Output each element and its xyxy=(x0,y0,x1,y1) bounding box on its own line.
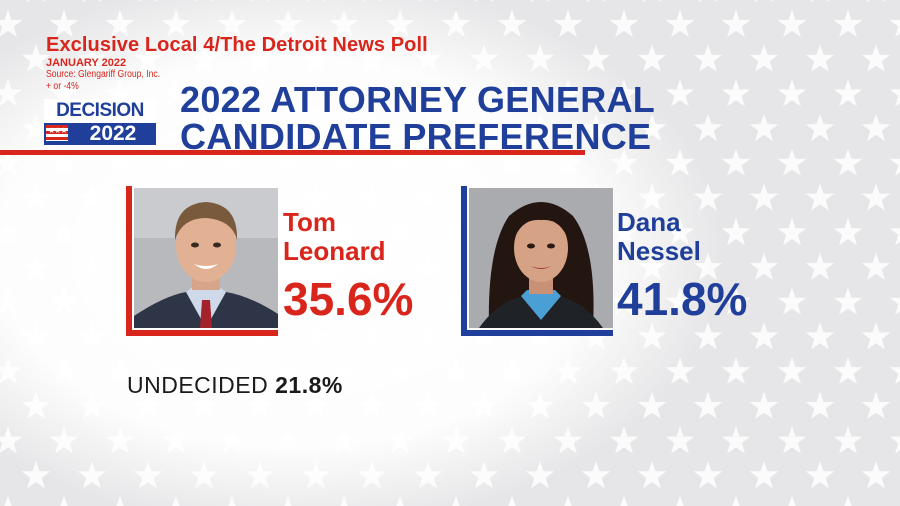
undecided-line: UNDECIDED 21.8% xyxy=(127,372,343,399)
header-divider xyxy=(0,150,585,155)
candidate-card-leonard xyxy=(126,186,278,336)
candidate-photo-nessel xyxy=(469,188,613,328)
candidate-card-nessel xyxy=(461,186,613,336)
candidate-info-leonard: Tom Leonard 35.6% xyxy=(283,208,413,326)
page-title-line-1: 2022 ATTORNEY GENERAL xyxy=(180,79,656,120)
page-title-line-2: CANDIDATE PREFERENCE xyxy=(180,116,652,157)
logo-decision-text: DECISION xyxy=(44,99,156,123)
poll-date: JANUARY 2022 xyxy=(46,57,127,69)
candidate-photo-leonard xyxy=(134,188,278,328)
candidate-info-nessel: Dana Nessel 41.8% xyxy=(617,208,747,326)
poll-source: Source: Glengariff Group, Inc. xyxy=(46,69,161,80)
page-title: 2022 ATTORNEY GENERAL CANDIDATE PREFEREN… xyxy=(180,81,655,155)
candidate-percentage: 35.6% xyxy=(283,273,414,325)
decision-2022-logo: DECISION ★★★ 2022 xyxy=(44,99,156,145)
card-accent-base xyxy=(126,330,278,336)
poll-title: Exclusive Local 4/The Detroit News Poll xyxy=(46,34,428,56)
card-accent-bar xyxy=(126,186,132,336)
candidate-first-name: Tom xyxy=(283,207,336,237)
undecided-label: UNDECIDED xyxy=(127,372,269,398)
candidate-first-name: Dana xyxy=(617,207,681,237)
logo-band xyxy=(44,123,156,145)
candidate-percentage: 41.8% xyxy=(617,273,748,325)
card-accent-bar xyxy=(461,186,467,336)
logo-stars-icon: ★★★ xyxy=(48,126,67,135)
undecided-percentage: 21.8% xyxy=(275,372,343,398)
flag-stripes-icon xyxy=(46,125,68,141)
logo-year-text: 2022 xyxy=(89,122,137,145)
candidate-last-name: Leonard xyxy=(283,236,386,266)
candidate-last-name: Nessel xyxy=(617,236,701,266)
poll-margin-of-error: + or -4% xyxy=(46,81,79,92)
card-accent-base xyxy=(461,330,613,336)
